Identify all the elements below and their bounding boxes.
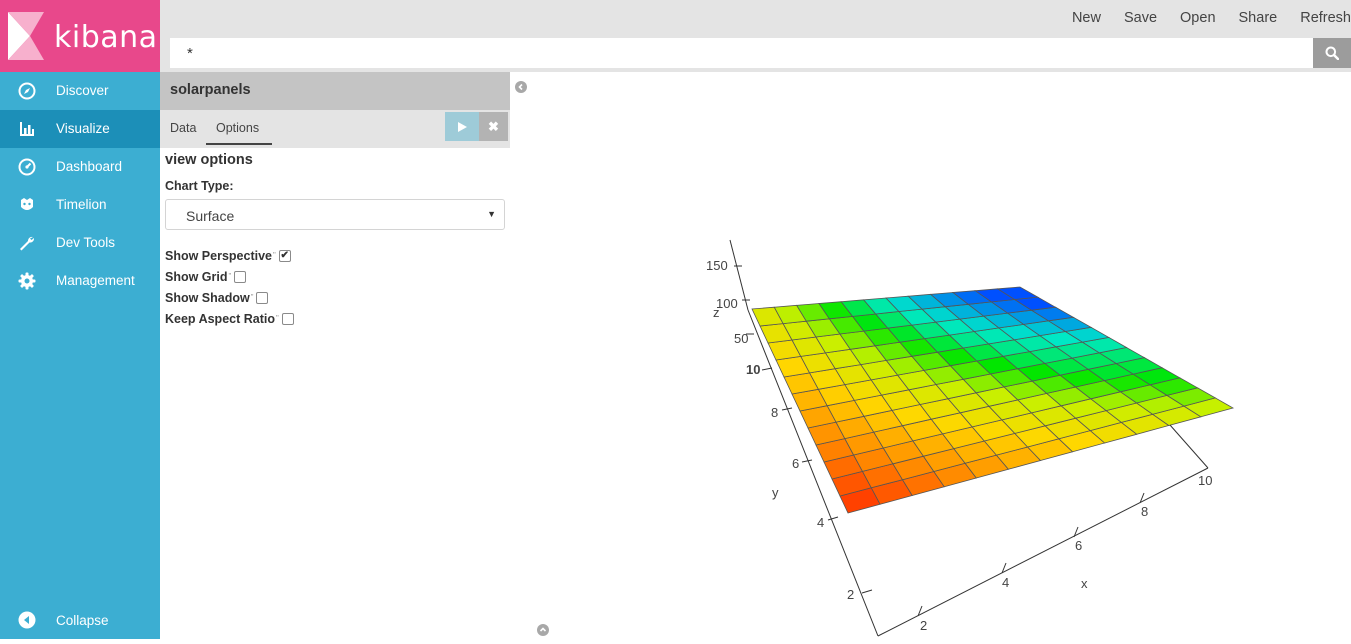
tooltip-marker: ''	[250, 293, 254, 301]
chevron-up-icon	[539, 627, 547, 632]
chevron-left-circle-icon	[18, 611, 36, 629]
x-tick-label: 4	[1002, 575, 1009, 590]
x-tick-label: 2	[920, 618, 927, 633]
apply-changes-button[interactable]	[445, 112, 479, 141]
y-axis-label: y	[772, 485, 779, 500]
play-icon	[458, 121, 467, 132]
show-grid-checkbox[interactable]	[234, 271, 247, 283]
open-button[interactable]: Open	[1180, 10, 1216, 26]
sidebar-item-label: Dev Tools	[56, 235, 116, 250]
x-axis-label: x	[1081, 576, 1088, 591]
y-tick-label: 4	[817, 515, 824, 530]
share-button[interactable]: Share	[1238, 10, 1278, 26]
visualization-area[interactable]: 150 100 50 z 10 8 6 4 2 y 2 4 6 8 10 x	[510, 72, 1351, 639]
surface-chart[interactable]: 150 100 50 z 10 8 6 4 2 y 2 4 6 8 10 x	[510, 72, 1351, 639]
sidebar-item-label: Discover	[56, 83, 109, 98]
show-shadow-checkbox[interactable]	[256, 292, 269, 304]
option-label: Keep Aspect Ratio	[165, 312, 275, 326]
x-tick-label: 10	[1198, 473, 1212, 488]
sidebar-item-label: Timelion	[56, 197, 107, 212]
tab-options[interactable]: Options	[216, 121, 260, 135]
bar-chart-icon	[18, 120, 36, 138]
gauge-icon	[18, 158, 36, 176]
view-options-heading: view options	[165, 152, 253, 168]
kibana-logo[interactable]: kibana	[0, 0, 160, 72]
z-tick-label: 50	[734, 331, 748, 346]
top-menu: New Save Open Share Refresh	[1049, 10, 1351, 26]
tooltip-marker: ''	[273, 251, 276, 259]
option-keep-aspect-ratio: Keep Aspect Ratio ''	[165, 312, 294, 326]
option-label: Show Shadow	[165, 291, 250, 305]
index-pattern-title: solarpanels	[160, 72, 510, 110]
wrench-icon	[18, 234, 36, 252]
z-axis-label: z	[713, 305, 720, 320]
show-perspective-checkbox[interactable]: ✔	[278, 250, 291, 262]
gear-icon	[18, 272, 36, 290]
keep-aspect-ratio-checkbox[interactable]	[281, 313, 294, 325]
sidebar-item-discover[interactable]: Discover	[0, 72, 160, 110]
y-tick-label: 2	[847, 587, 854, 602]
top-navbar: New Save Open Share Refresh	[160, 0, 1351, 72]
discard-changes-button[interactable]: ✖	[479, 112, 508, 141]
compass-icon	[18, 82, 36, 100]
tooltip-marker: ''	[228, 272, 232, 280]
y-tick-label: 10	[746, 362, 760, 377]
editor-tabs: Data Options ✖	[160, 110, 510, 148]
save-button[interactable]: Save	[1123, 10, 1158, 26]
sidebar-item-visualize[interactable]: Visualize	[0, 110, 160, 148]
y-tick-label: 8	[771, 405, 778, 420]
caret-down-icon: ▼	[487, 209, 496, 219]
option-show-shadow: Show Shadow ''	[165, 291, 269, 305]
option-label: Show Perspective	[165, 249, 272, 263]
collapse-label: Collapse	[56, 613, 109, 628]
editor-sidebar: solarpanels Data Options ✖ view options …	[160, 72, 510, 639]
close-icon: ✖	[488, 118, 499, 134]
app-name: kibana	[54, 20, 158, 55]
kibana-logo-icon	[8, 12, 44, 60]
chart-type-value: Surface	[186, 208, 235, 224]
sidebar-collapse-button[interactable]: Collapse	[0, 601, 160, 639]
collapse-editor-button[interactable]	[515, 81, 527, 93]
search-button[interactable]	[1313, 38, 1351, 68]
x-tick-label: 6	[1075, 538, 1082, 553]
axes-lines	[729, 239, 1209, 637]
sidebar-item-dev-tools[interactable]: Dev Tools	[0, 224, 160, 262]
refresh-button[interactable]: Refresh	[1300, 10, 1351, 26]
chart-type-label: Chart Type:	[165, 179, 234, 193]
sidebar-item-label: Visualize	[56, 121, 110, 136]
timelion-icon	[18, 196, 36, 214]
sidebar-item-management[interactable]: Management	[0, 262, 160, 300]
expand-spy-panel-button[interactable]	[537, 624, 549, 636]
surface-cell	[996, 286, 1040, 300]
search-icon	[1325, 46, 1339, 60]
sidebar-item-timelion[interactable]: Timelion	[0, 186, 160, 224]
option-show-perspective: Show Perspective '' ✔	[165, 249, 291, 263]
option-show-grid: Show Grid ''	[165, 270, 247, 284]
active-tab-indicator	[206, 143, 272, 145]
check-icon: ✔	[280, 250, 289, 261]
chevron-left-icon	[518, 83, 523, 91]
z-tick-label: 100	[716, 296, 738, 311]
z-tick-label: 150	[706, 258, 728, 273]
search-input[interactable]	[170, 38, 1313, 68]
sidebar-item-label: Dashboard	[56, 159, 123, 174]
x-tick-label: 8	[1141, 504, 1148, 519]
option-label: Show Grid	[165, 270, 228, 284]
tooltip-marker: ''	[275, 314, 279, 322]
sidebar-item-label: Management	[56, 273, 135, 288]
axis-tick-labels: 150 100 50 z 10 8 6 4 2 y 2 4 6 8 10 x	[706, 258, 1212, 633]
sidebar-nav: Discover Visualize Dashboard Timelion De…	[0, 72, 160, 300]
new-button[interactable]: New	[1071, 10, 1101, 26]
chart-type-select[interactable]: Surface ▼	[165, 199, 505, 230]
tab-data[interactable]: Data	[170, 121, 197, 135]
sidebar: kibana Discover Visualize Dashboard Time…	[0, 0, 160, 639]
y-tick-label: 6	[792, 456, 799, 471]
sidebar-item-dashboard[interactable]: Dashboard	[0, 148, 160, 186]
